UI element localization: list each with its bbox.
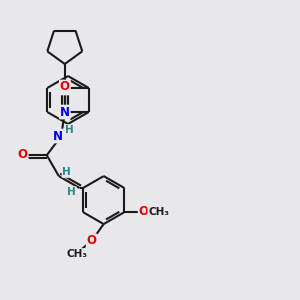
Text: N: N (60, 82, 70, 94)
Text: O: O (87, 234, 97, 248)
Text: O: O (18, 148, 28, 161)
Text: H: H (67, 187, 76, 197)
Text: CH₃: CH₃ (67, 249, 88, 259)
Text: O: O (60, 80, 70, 94)
Text: O: O (139, 205, 148, 218)
Text: N: N (60, 106, 70, 118)
Text: H: H (62, 167, 71, 177)
Text: CH₃: CH₃ (148, 207, 169, 217)
Text: N: N (53, 130, 63, 142)
Text: H: H (65, 125, 74, 135)
